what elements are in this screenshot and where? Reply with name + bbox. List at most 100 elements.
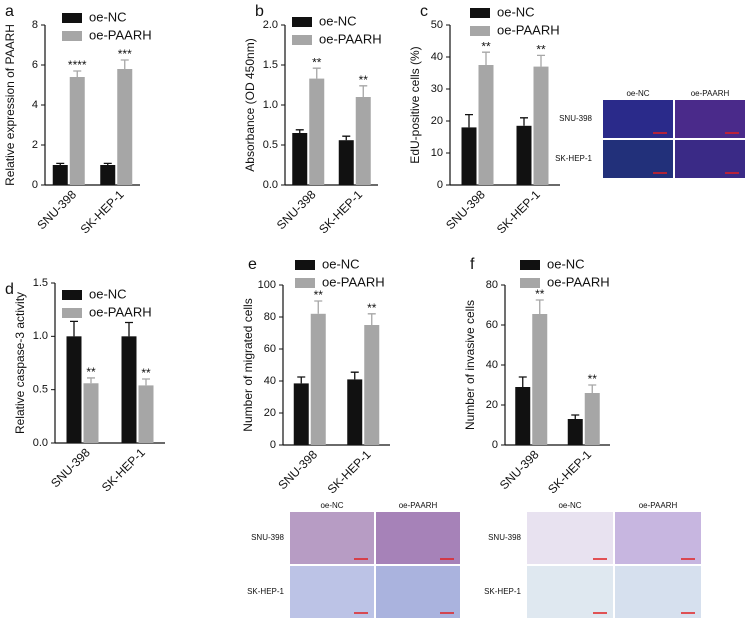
legend-label: oe-PAARH xyxy=(89,304,152,319)
error-bar xyxy=(588,384,597,393)
x-tick-label: SK-HEP-1 xyxy=(78,187,127,236)
bar xyxy=(516,125,532,185)
micrograph-column-label: oe-PAARH xyxy=(639,501,678,510)
error-bar xyxy=(125,321,133,337)
error-bar xyxy=(314,300,323,314)
micrograph-image xyxy=(615,512,701,564)
y-tick-label: 40 xyxy=(486,359,498,371)
bar xyxy=(292,133,308,185)
error-bar xyxy=(520,117,528,126)
micrograph-column-label: oe-PAARH xyxy=(399,501,438,510)
y-tick-label: 0.5 xyxy=(33,384,48,396)
legend-swatch xyxy=(295,278,315,288)
micrograph-row-label: SNU-398 xyxy=(251,533,284,542)
micrograph-image xyxy=(376,566,460,618)
panel: f 0 20 40 60 80 Number of invasive cells SNU-39… xyxy=(463,256,701,618)
bar xyxy=(515,387,531,445)
bar xyxy=(66,336,82,443)
y-axis-label: Number of migrated cells xyxy=(241,298,255,431)
y-tick-label: 20 xyxy=(264,407,276,419)
y-tick-label: 60 xyxy=(486,319,498,331)
y-tick-label: 40 xyxy=(431,51,443,63)
bar xyxy=(309,78,325,185)
legend-swatch xyxy=(470,26,490,36)
error-bar xyxy=(297,376,306,384)
legend-swatch xyxy=(62,31,82,41)
micrograph-row-label: SK-HEP-1 xyxy=(555,154,592,163)
y-tick-label: 1.5 xyxy=(33,277,48,289)
y-tick-label: 20 xyxy=(486,399,498,411)
micrograph-row-label: SNU-398 xyxy=(488,533,521,542)
significance: ** xyxy=(312,55,322,69)
error-bar xyxy=(342,135,351,141)
error-bar xyxy=(535,299,544,314)
legend-label: oe-NC xyxy=(319,13,357,28)
micrograph-row-label: SNU-398 xyxy=(559,114,592,123)
panel-label: d xyxy=(5,281,14,298)
legend-label: oe-PAARH xyxy=(89,27,152,42)
bar xyxy=(532,314,548,445)
y-tick-label: 50 xyxy=(431,19,443,31)
legend-swatch xyxy=(292,35,312,45)
y-tick-label: 80 xyxy=(486,279,498,291)
panel: a 0 2 4 6 8 Relative expression of PAARH SNU-39… xyxy=(3,3,151,236)
panel: b 0.0 0.5 1.0 1.5 2.0 Absorbance (OD 450nm) SNU… xyxy=(243,3,381,236)
legend-swatch xyxy=(520,260,540,270)
significance: ** xyxy=(314,288,324,302)
x-tick-label: SK-HEP-1 xyxy=(316,187,365,236)
error-bar xyxy=(73,70,82,77)
micrograph-column-label: oe-NC xyxy=(626,89,649,98)
y-tick-label: 80 xyxy=(264,311,276,323)
x-tick-label: SK-HEP-1 xyxy=(494,187,543,236)
error-bar xyxy=(142,378,150,386)
y-tick-label: 8 xyxy=(32,19,38,31)
panel-label: e xyxy=(248,256,257,273)
legend-swatch xyxy=(62,290,82,300)
error-bar xyxy=(367,313,376,325)
y-tick-label: 0 xyxy=(32,179,38,191)
micrograph-image xyxy=(290,512,374,564)
y-axis-label: Absorbance (OD 450nm) xyxy=(243,38,257,171)
bar xyxy=(338,140,354,185)
x-tick-label: SK-HEP-1 xyxy=(545,447,594,496)
panel: d 0.0 0.5 1.0 1.5 Relative caspase-3 activity… xyxy=(5,277,165,495)
legend-label: oe-NC xyxy=(497,4,535,19)
x-tick-label: SK-HEP-1 xyxy=(325,447,374,496)
significance: ** xyxy=(588,372,598,386)
bar xyxy=(533,66,549,185)
significance: ** xyxy=(367,301,377,315)
error-bar xyxy=(465,113,473,128)
legend-label: oe-NC xyxy=(89,286,127,301)
x-tick-label: SNU-398 xyxy=(275,447,320,492)
significance: ** xyxy=(359,73,369,87)
legend-swatch xyxy=(292,17,312,27)
legend-label: oe-PAARH xyxy=(497,22,560,37)
bar xyxy=(293,383,309,445)
micrograph-image xyxy=(376,512,460,564)
panel-label: f xyxy=(470,256,475,273)
y-tick-label: 20 xyxy=(431,115,443,127)
micrograph-row-label: SK-HEP-1 xyxy=(484,587,521,596)
y-tick-label: 40 xyxy=(264,375,276,387)
legend-swatch xyxy=(470,8,490,18)
y-tick-label: 4 xyxy=(32,99,38,111)
significance: ** xyxy=(481,39,491,53)
significance: ** xyxy=(141,366,151,380)
bar xyxy=(138,385,154,443)
x-tick-label: SNU-398 xyxy=(497,447,542,492)
bar xyxy=(100,165,116,185)
micrograph-image xyxy=(603,100,673,138)
error-bar xyxy=(571,414,580,419)
micrograph-image xyxy=(675,100,745,138)
panel-label: b xyxy=(255,3,264,20)
x-tick-label: SNU-398 xyxy=(274,187,319,232)
error-bar xyxy=(518,376,527,387)
legend-label: oe-PAARH xyxy=(547,274,610,289)
error-bar xyxy=(537,54,545,67)
legend-label: oe-PAARH xyxy=(322,274,385,289)
error-bar xyxy=(103,162,112,165)
y-axis-label: EdU-positive cells (%) xyxy=(408,46,422,163)
y-tick-label: 0 xyxy=(270,439,276,451)
